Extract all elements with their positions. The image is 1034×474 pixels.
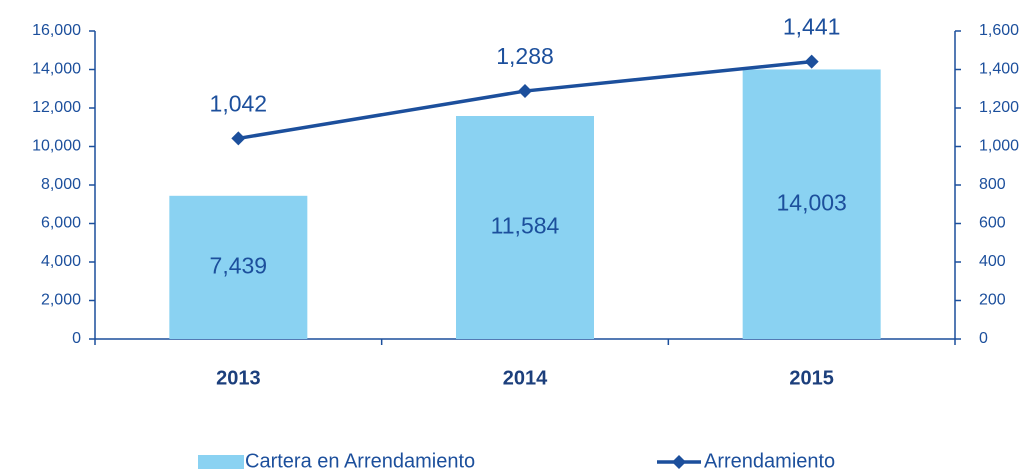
x-tick-label: 2013 <box>216 367 261 389</box>
y-tick-label: 12,000 <box>32 99 81 116</box>
bar <box>742 69 881 339</box>
x-tick-label: 2015 <box>789 367 834 389</box>
marker <box>231 131 246 146</box>
y2-tick-label: 1,200 <box>979 99 1019 116</box>
legend-marker <box>672 455 686 469</box>
y-tick-label: 0 <box>72 330 81 347</box>
legend-label: Cartera en Arrendamiento <box>245 450 475 472</box>
y2-tick-label: 0 <box>979 330 988 347</box>
y-tick-label: 14,000 <box>32 61 81 78</box>
y2-tick-label: 1,400 <box>979 61 1019 78</box>
y2-tick-label: 400 <box>979 253 1006 270</box>
y-tick-label: 16,000 <box>32 22 81 39</box>
line-value-label: 1,042 <box>210 90 268 116</box>
bar-value-label: 11,584 <box>491 213 560 239</box>
bar <box>169 195 308 339</box>
line-value-label: 1,288 <box>496 43 554 69</box>
legend-swatch <box>198 455 244 469</box>
y-tick-label: 2,000 <box>41 292 81 309</box>
y2-tick-label: 800 <box>979 176 1006 193</box>
line-value-label: 1,441 <box>783 14 841 40</box>
y2-tick-label: 600 <box>979 215 1006 232</box>
bar-value-label: 7,439 <box>210 252 268 278</box>
y-tick-label: 10,000 <box>32 138 81 155</box>
marker <box>518 84 532 99</box>
y2-tick-label: 200 <box>979 292 1006 309</box>
bar-value-label: 14,003 <box>776 189 846 215</box>
marker <box>804 54 819 69</box>
y2-tick-label: 1,600 <box>979 22 1019 39</box>
y-tick-label: 8,000 <box>41 176 81 193</box>
y-tick-label: 4,000 <box>41 253 81 270</box>
y2-tick-label: 1,000 <box>979 138 1019 155</box>
legend-label: Arrendamiento <box>704 450 835 472</box>
bar <box>456 116 594 340</box>
y-tick-label: 6,000 <box>41 215 81 232</box>
x-tick-label: 2014 <box>503 367 548 389</box>
